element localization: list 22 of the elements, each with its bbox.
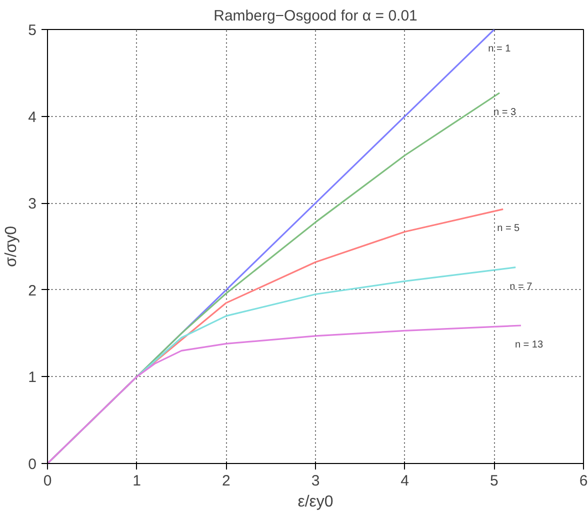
y-tick-label: 0	[28, 456, 36, 473]
series-label: n = 3	[494, 106, 516, 118]
y-tick-label: 3	[28, 196, 36, 213]
x-tick-label: 5	[490, 472, 498, 490]
y-tick-label: 1	[28, 369, 36, 386]
series-label: n = 7	[510, 281, 533, 292]
x-axis-title: ε/εy0	[298, 494, 334, 510]
x-tick-label: 2	[222, 472, 230, 490]
series-label: n = 1	[488, 44, 512, 54]
x-tick-label: 1	[132, 472, 142, 490]
line-series	[48, 324, 522, 464]
series-label: n = 13	[514, 339, 544, 350]
x-tick-label: 3	[311, 472, 320, 490]
y-tick-label: 2	[28, 282, 36, 300]
chart-title: Ramberg−Osgood for α = 0.01	[214, 8, 418, 24]
y-axis-title: σ/σy0	[3, 226, 20, 268]
x-tick-label: 4	[400, 472, 410, 490]
series-label: n = 5	[497, 223, 520, 234]
x-tick-label: 6	[579, 472, 588, 490]
y-tick-label: 5	[28, 22, 36, 39]
y-tick-label: 4	[28, 108, 36, 126]
x-tick-label: 0	[43, 472, 52, 490]
